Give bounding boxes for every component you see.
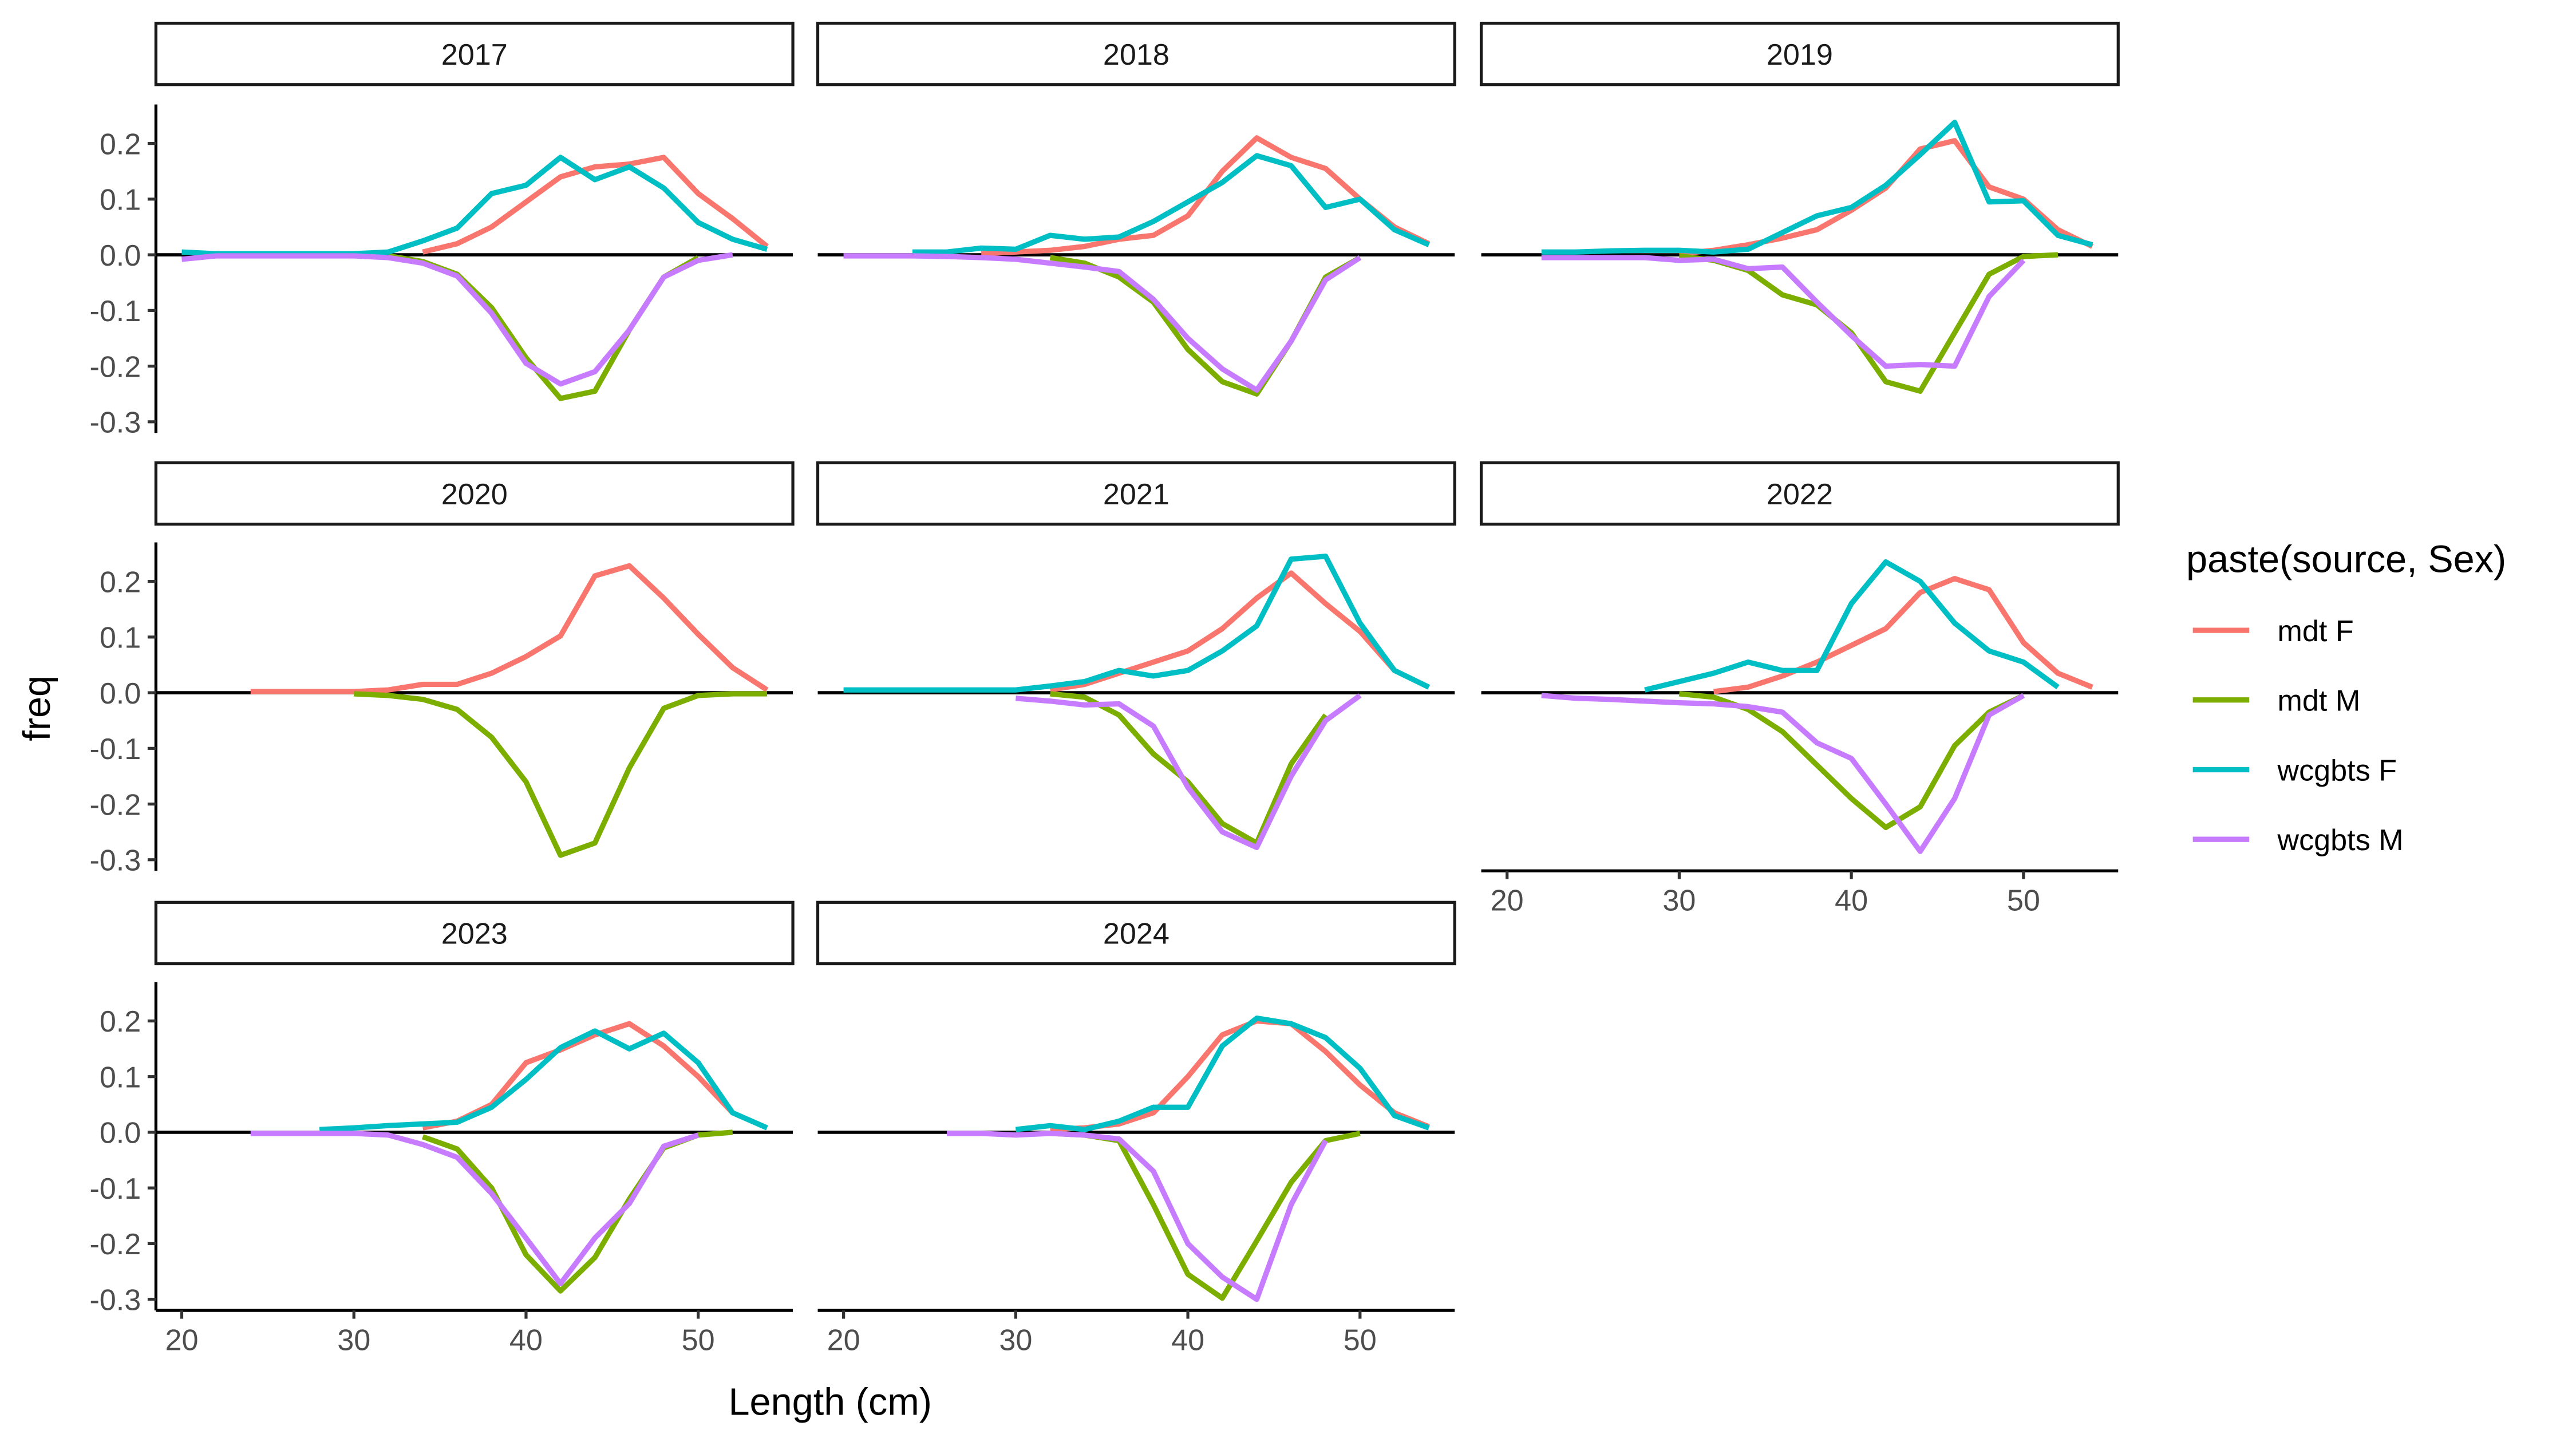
facet-strip-label: 2022 [1767,478,1833,511]
x-tick-label: 50 [2007,884,2040,918]
facet-strip [154,21,795,86]
series-line-wcgbts-F [843,554,1431,693]
facet-strip-label: 2020 [441,478,508,511]
y-tick-label: -0.3 [89,844,141,878]
x-tick-label: 20 [165,1324,198,1357]
y-tick-label: 0.2 [100,128,141,161]
series-line-mdt-F [1713,576,2093,694]
series-line-wcgbts-F [1015,1015,1430,1132]
legend-label: wcgbts M [2277,824,2403,857]
x-tick-label: 20 [1491,884,1524,918]
y-tick-label: -0.1 [89,1172,141,1206]
facet-strip-label: 2018 [1103,38,1170,72]
series-line-wcgbts-M [181,252,733,387]
facet-strip [816,900,1456,966]
x-tick-label: 30 [999,1324,1032,1357]
x-tick-label: 30 [337,1324,370,1357]
facet-strip [1479,461,2120,526]
legend-label: mdt M [2277,685,2360,718]
facet-strip [154,461,795,526]
y-tick-label: -0.2 [89,1228,141,1261]
series-line-wcgbts-F [1644,559,2060,693]
series-line-mdt-M [1678,252,2059,394]
legend-label: mdt F [2277,615,2353,648]
legend-label: wcgbts F [2277,754,2397,787]
facet-strip-label: 2021 [1103,478,1170,511]
y-tick-label: -0.2 [89,350,141,384]
series-line-wcgbts-F [1541,120,2093,255]
y-tick-label: 0.2 [100,1005,141,1038]
series-line-mdt-F [422,155,769,255]
series-line-mdt-M [388,253,700,401]
y-tick-label: 0.2 [100,566,141,599]
series-line-mdt-F [1050,1018,1430,1132]
x-tick-label: 50 [1344,1324,1377,1357]
series-line-wcgbts-M [1016,693,1362,851]
y-tick-label: -0.1 [89,295,141,328]
y-tick-label: -0.1 [89,733,141,766]
x-tick-label: 50 [682,1324,715,1357]
x-axis-title: Length (cm) [729,1381,932,1424]
facet-strip-label: 2017 [441,38,508,72]
y-axis-title: freq [16,675,58,741]
series-line-mdt-M [353,691,767,858]
series-line-mdt-M [1049,255,1362,397]
series-line-mdt-F [250,563,769,694]
facet-strip-label: 2023 [441,918,508,951]
x-tick-label: 20 [827,1324,860,1357]
facet-strip [816,461,1456,526]
series-line-wcgbts-M [1541,255,2026,369]
series-line-mdt-M [421,1129,733,1294]
x-tick-label: 40 [1835,884,1868,918]
y-tick-label: 0.1 [100,1061,141,1094]
legend-title: paste(source, Sex) [2186,539,2506,581]
series-line-mdt-F [1678,138,2094,256]
facet-strip [1479,21,2120,86]
x-tick-label: 40 [509,1324,543,1357]
y-tick-label: 0.1 [100,184,141,217]
series-line-wcgbts-F [319,1028,768,1132]
facet-strip [154,900,795,966]
series-line-wcgbts-M [843,253,1362,393]
y-tick-label: -0.2 [89,788,141,821]
facet-strip-label: 2024 [1103,918,1170,951]
y-tick-label: 0.1 [100,622,141,655]
y-tick-label: -0.3 [89,1283,141,1317]
series-line-wcgbts-M [250,1131,700,1287]
y-tick-label: 0.0 [100,239,141,272]
x-tick-label: 40 [1171,1324,1204,1357]
series-line-wcgbts-M [1541,693,2025,854]
series-line-mdt-M [1050,691,1328,846]
series-line-wcgbts-F [912,153,1430,255]
facet-strip-label: 2019 [1767,38,1833,72]
y-tick-label: 0.0 [100,677,141,710]
series-line-wcgbts-M [947,1131,1328,1302]
facet-strip [816,21,1456,86]
y-tick-label: 0.0 [100,1117,141,1150]
x-tick-label: 30 [1662,884,1696,918]
y-tick-label: -0.3 [89,406,141,440]
